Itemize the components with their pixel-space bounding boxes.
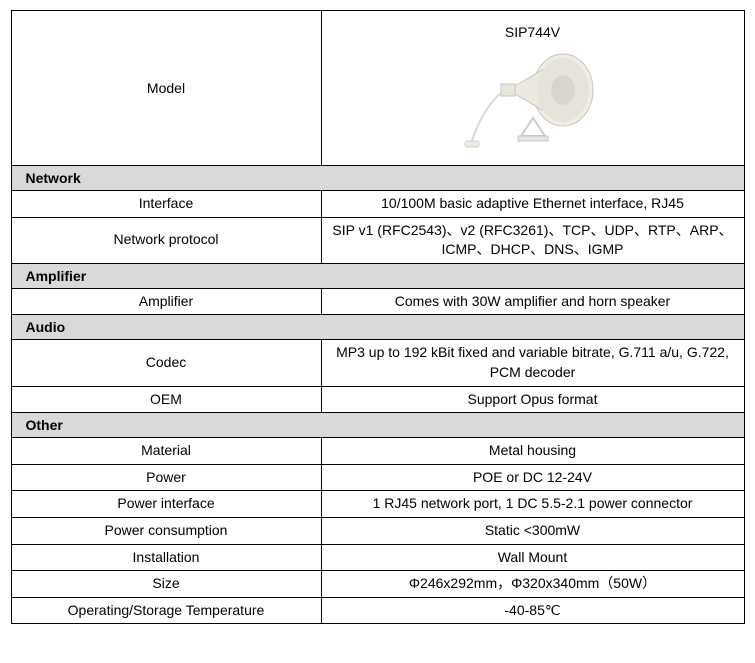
row-label: Size [11,571,321,598]
table-row: MaterialMetal housing [11,438,744,465]
table-row: Operating/Storage Temperature-40-85℃ [11,597,744,624]
row-label: Operating/Storage Temperature [11,597,321,624]
row-label: Network protocol [11,217,321,263]
model-label-cell: Model [11,11,321,166]
spec-table: Model SIP744V NetworkInterface10/100M ba… [11,10,745,624]
section-header: Other [11,413,744,438]
row-value: Metal housing [321,438,744,465]
row-value: SIP v1 (RFC2543)、v2 (RFC3261)、TCP、UDP、RT… [321,217,744,263]
row-label: Installation [11,544,321,571]
row-value: Wall Mount [321,544,744,571]
row-label: Codec [11,340,321,386]
table-row: OEMSupport Opus format [11,386,744,413]
row-value: Comes with 30W amplifier and horn speake… [321,288,744,315]
section-header-row: Other [11,413,744,438]
row-label: Power consumption [11,517,321,544]
row-label: OEM [11,386,321,413]
row-value: Static <300mW [321,517,744,544]
header-row: Model SIP744V [11,11,744,166]
spec-table-body: Model SIP744V NetworkInterface10/100M ba… [11,11,744,624]
row-value: Φ246x292mm，Φ320x340mm（50W） [321,571,744,598]
row-value: 10/100M basic adaptive Ethernet interfac… [321,191,744,218]
row-value: Support Opus format [321,386,744,413]
table-row: SizeΦ246x292mm，Φ320x340mm（50W） [11,571,744,598]
table-row: InstallationWall Mount [11,544,744,571]
table-row: CodecMP3 up to 192 kBit fixed and variab… [11,340,744,386]
row-value: -40-85℃ [321,597,744,624]
row-label: Material [11,438,321,465]
table-row: Interface10/100M basic adaptive Ethernet… [11,191,744,218]
table-row: Network protocolSIP v1 (RFC2543)、v2 (RFC… [11,217,744,263]
section-header-row: Amplifier [11,263,744,288]
table-row: Power consumptionStatic <300mW [11,517,744,544]
row-label: Power [11,464,321,491]
section-header: Network [11,166,744,191]
table-row: AmplifierComes with 30W amplifier and ho… [11,288,744,315]
model-label: Model [147,80,185,96]
row-label: Amplifier [11,288,321,315]
product-cell: SIP744V [321,11,744,166]
section-header-row: Network [11,166,744,191]
table-row: PowerPOE or DC 12-24V [11,464,744,491]
horn-speaker-icon [463,48,603,153]
row-value: POE or DC 12-24V [321,464,744,491]
row-value: MP3 up to 192 kBit fixed and variable bi… [321,340,744,386]
row-value: 1 RJ45 network port, 1 DC 5.5-2.1 power … [321,491,744,518]
product-name: SIP744V [330,24,736,40]
section-header-row: Audio [11,315,744,340]
row-label: Power interface [11,491,321,518]
row-label: Interface [11,191,321,218]
section-header: Amplifier [11,263,744,288]
table-row: Power interface1 RJ45 network port, 1 DC… [11,491,744,518]
section-header: Audio [11,315,744,340]
